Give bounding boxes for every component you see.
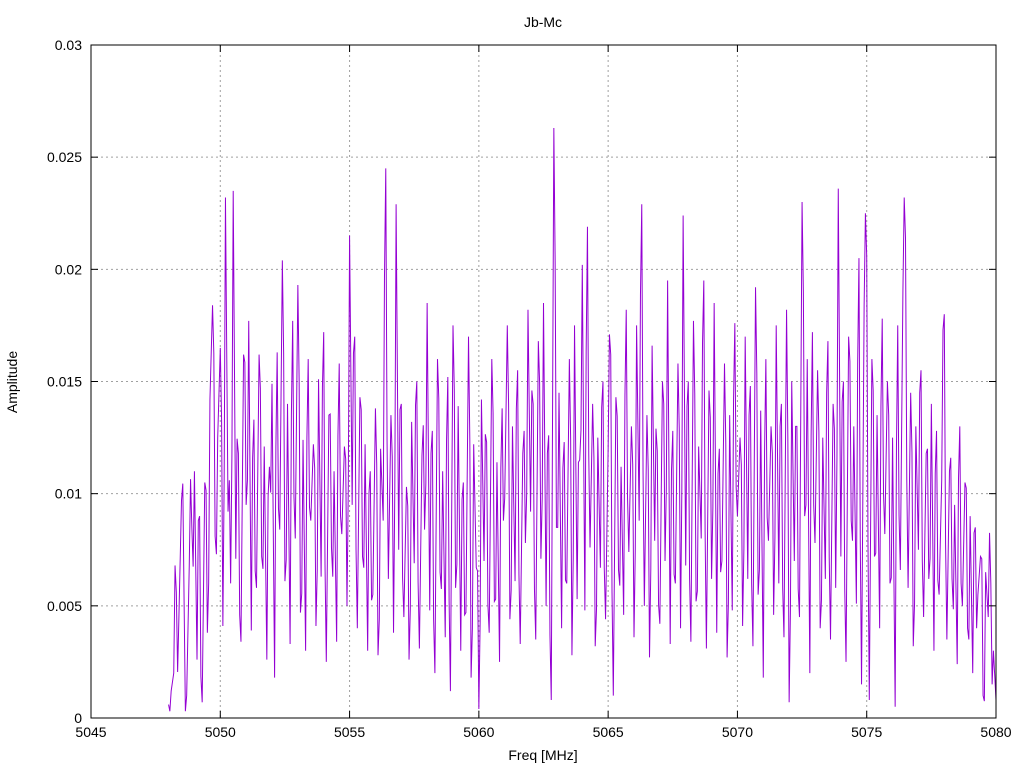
chart-title: Jb-Mc xyxy=(524,14,562,30)
x-tick-label: 5075 xyxy=(851,724,882,740)
series-amplitude xyxy=(168,127,997,712)
y-tick-label: 0.025 xyxy=(47,149,82,165)
y-tick-label: 0 xyxy=(74,710,82,726)
x-tick-label: 5050 xyxy=(205,724,236,740)
amplitude-line xyxy=(168,127,997,712)
ticks: 5045 5050 5055 5060 5065 5070 5075 5080 0 0.005 0.… xyxy=(47,37,1012,740)
y-tick-label: 0.005 xyxy=(47,598,82,614)
y-tick-label: 0.02 xyxy=(55,261,82,277)
x-tick-label: 5070 xyxy=(722,724,753,740)
x-axis-label: Freq [MHz] xyxy=(508,747,577,763)
y-tick-label: 0.015 xyxy=(47,374,82,390)
y-tick-label: 0.01 xyxy=(55,486,82,502)
y-tick-label: 0.03 xyxy=(55,37,82,53)
x-tick-label: 5045 xyxy=(75,724,106,740)
x-tick-label: 5060 xyxy=(463,724,494,740)
x-tick-label: 5080 xyxy=(980,724,1011,740)
x-tick-label: 5055 xyxy=(334,724,365,740)
y-axis-label: Amplitude xyxy=(4,351,20,413)
x-tick-label: 5065 xyxy=(593,724,624,740)
